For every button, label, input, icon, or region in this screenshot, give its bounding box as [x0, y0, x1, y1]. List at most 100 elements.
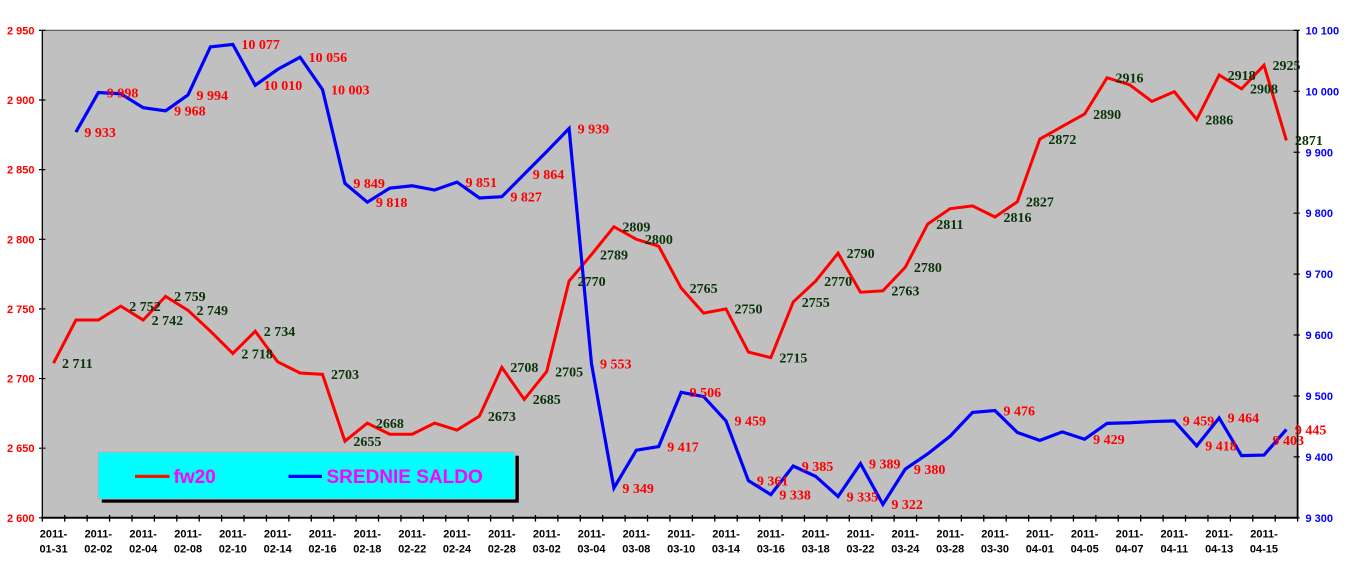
svg-text:10 100: 10 100	[1306, 25, 1340, 37]
svg-text:2011-: 2011-	[847, 528, 875, 540]
svg-text:04-11: 04-11	[1161, 543, 1189, 555]
svg-text:2872: 2872	[1048, 133, 1076, 148]
svg-text:9 476: 9 476	[1003, 404, 1035, 419]
svg-text:2890: 2890	[1093, 108, 1121, 123]
svg-text:10 056: 10 056	[309, 51, 348, 66]
svg-text:2011-: 2011-	[802, 528, 830, 540]
svg-text:2011-: 2011-	[219, 528, 247, 540]
svg-text:02-14: 02-14	[264, 543, 293, 555]
svg-text:2 750: 2 750	[7, 304, 35, 316]
svg-text:2811: 2811	[936, 218, 963, 233]
svg-text:2809: 2809	[622, 221, 650, 236]
svg-text:2755: 2755	[802, 296, 830, 311]
svg-text:04-15: 04-15	[1250, 543, 1278, 555]
svg-text:9 349: 9 349	[622, 482, 654, 497]
svg-text:9 464: 9 464	[1228, 412, 1260, 427]
svg-text:2 742: 2 742	[152, 314, 184, 329]
svg-text:9 500: 9 500	[1306, 391, 1334, 403]
svg-text:2705: 2705	[555, 365, 583, 380]
svg-text:2 650: 2 650	[7, 443, 35, 455]
svg-text:03-30: 03-30	[981, 543, 1009, 555]
svg-text:9 385: 9 385	[802, 460, 834, 475]
svg-text:2703: 2703	[331, 368, 359, 383]
svg-text:2011-: 2011-	[623, 528, 651, 540]
svg-text:9 933: 9 933	[84, 126, 116, 141]
svg-text:02-04: 02-04	[129, 543, 158, 555]
svg-text:fw20: fw20	[174, 467, 216, 488]
svg-text:03-08: 03-08	[622, 543, 650, 555]
svg-text:2790: 2790	[847, 247, 875, 262]
svg-text:2827: 2827	[1026, 195, 1054, 210]
svg-text:2011-: 2011-	[40, 528, 68, 540]
svg-text:9 361: 9 361	[757, 474, 789, 489]
svg-text:2800: 2800	[645, 233, 673, 248]
svg-text:2708: 2708	[510, 361, 538, 376]
svg-text:2 700: 2 700	[7, 374, 35, 386]
svg-text:2780: 2780	[914, 261, 942, 276]
svg-text:2011-: 2011-	[264, 528, 292, 540]
svg-text:10 000: 10 000	[1306, 86, 1340, 98]
svg-text:03-18: 03-18	[802, 543, 830, 555]
svg-text:02-02: 02-02	[84, 543, 112, 555]
svg-text:2673: 2673	[488, 410, 516, 425]
svg-text:2925: 2925	[1272, 59, 1300, 74]
svg-text:2918: 2918	[1228, 69, 1256, 84]
svg-text:03-22: 03-22	[846, 543, 874, 555]
svg-text:2655: 2655	[353, 435, 381, 450]
svg-text:2770: 2770	[578, 275, 606, 290]
svg-text:2 800: 2 800	[7, 234, 35, 246]
svg-text:2789: 2789	[600, 248, 628, 263]
svg-text:2 600: 2 600	[7, 513, 35, 525]
svg-text:2011-: 2011-	[1250, 528, 1278, 540]
svg-text:2 752: 2 752	[129, 300, 161, 315]
svg-text:01-31: 01-31	[39, 543, 67, 555]
svg-text:02-28: 02-28	[488, 543, 516, 555]
svg-text:2011-: 2011-	[757, 528, 785, 540]
svg-text:2011-: 2011-	[578, 528, 606, 540]
svg-text:2 718: 2 718	[241, 347, 273, 362]
svg-text:9 418: 9 418	[1205, 440, 1237, 455]
svg-text:02-10: 02-10	[219, 543, 247, 555]
svg-text:03-10: 03-10	[667, 543, 695, 555]
svg-text:2011-: 2011-	[1071, 528, 1099, 540]
svg-text:02-24: 02-24	[443, 543, 472, 555]
svg-text:9 380: 9 380	[914, 463, 946, 478]
svg-text:04-13: 04-13	[1205, 543, 1233, 555]
svg-text:9 400: 9 400	[1306, 452, 1334, 464]
svg-text:2011-: 2011-	[309, 528, 337, 540]
svg-text:2 711: 2 711	[62, 357, 93, 372]
svg-text:9 900: 9 900	[1306, 147, 1334, 159]
svg-text:9 939: 9 939	[578, 122, 610, 137]
svg-text:2770: 2770	[824, 275, 852, 290]
svg-text:9 300: 9 300	[1306, 513, 1334, 525]
svg-text:2765: 2765	[690, 282, 718, 297]
svg-text:2916: 2916	[1116, 72, 1144, 87]
svg-text:2 749: 2 749	[197, 304, 229, 319]
svg-text:03-14: 03-14	[712, 543, 741, 555]
svg-text:9 994: 9 994	[197, 89, 229, 104]
svg-text:9 998: 9 998	[107, 86, 139, 101]
svg-text:2668: 2668	[376, 417, 404, 432]
svg-text:9 553: 9 553	[600, 357, 632, 372]
svg-text:02-22: 02-22	[398, 543, 426, 555]
svg-text:9 818: 9 818	[376, 196, 408, 211]
svg-text:2011-: 2011-	[533, 528, 561, 540]
svg-text:2816: 2816	[1003, 211, 1031, 226]
svg-text:10 003: 10 003	[331, 83, 370, 98]
svg-text:2011-: 2011-	[1026, 528, 1054, 540]
svg-text:2715: 2715	[779, 351, 807, 366]
svg-text:2011-: 2011-	[85, 528, 113, 540]
svg-text:2 850: 2 850	[7, 165, 35, 177]
svg-text:9 417: 9 417	[667, 440, 699, 455]
svg-text:04-05: 04-05	[1071, 543, 1099, 555]
svg-text:9 338: 9 338	[779, 488, 811, 503]
svg-text:02-08: 02-08	[174, 543, 202, 555]
svg-text:2011-: 2011-	[174, 528, 202, 540]
svg-text:2 734: 2 734	[264, 325, 296, 340]
svg-text:2 950: 2 950	[7, 25, 35, 37]
svg-text:9 459: 9 459	[1183, 415, 1215, 430]
svg-text:2 900: 2 900	[7, 95, 35, 107]
svg-text:2763: 2763	[891, 285, 919, 300]
svg-text:2011-: 2011-	[1161, 528, 1189, 540]
svg-text:9 968: 9 968	[174, 105, 206, 120]
